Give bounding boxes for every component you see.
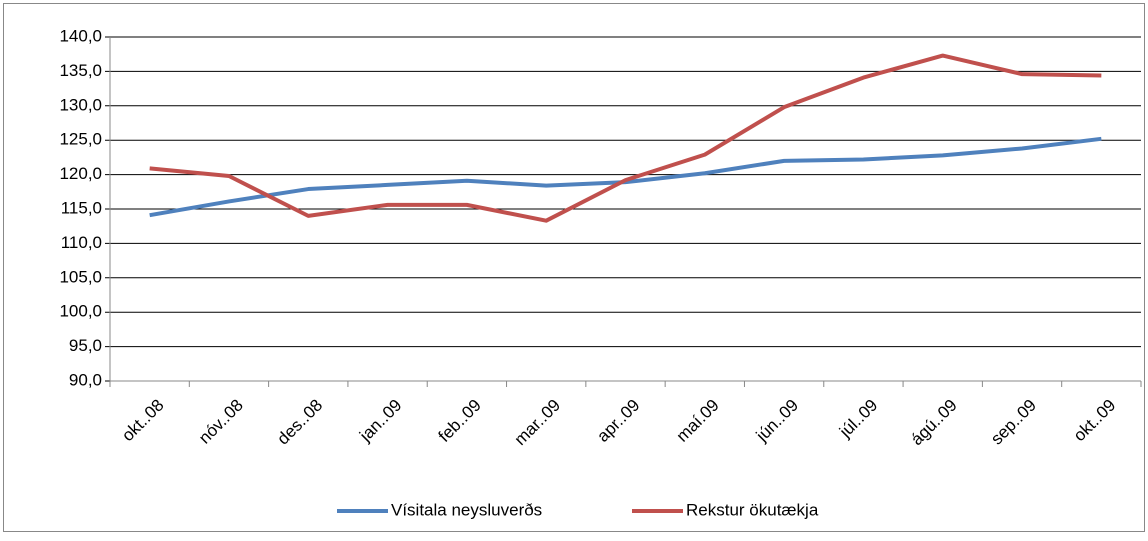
y-tick-label: 95,0 <box>69 336 102 355</box>
y-tick-label: 130,0 <box>59 95 102 114</box>
y-tick-label: 105,0 <box>59 267 102 286</box>
legend-label: Vísitala neysluverðs <box>391 500 542 519</box>
legend-label: Rekstur ökutækja <box>686 500 819 519</box>
y-tick-label: 115,0 <box>61 198 102 217</box>
y-tick-label: 110,0 <box>61 233 102 252</box>
y-tick-label: 100,0 <box>59 302 102 321</box>
chart-border <box>3 3 1145 532</box>
y-tick-label: 140,0 <box>59 26 102 45</box>
y-tick-label: 90,0 <box>69 370 102 389</box>
y-tick-label: 135,0 <box>59 61 102 80</box>
y-tick-label: 120,0 <box>59 164 102 183</box>
series-line <box>149 53 1102 223</box>
y-tick-label: 125,0 <box>59 130 102 149</box>
